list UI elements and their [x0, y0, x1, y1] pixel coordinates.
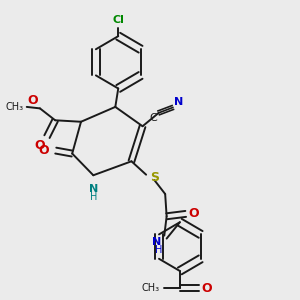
Text: CH₃: CH₃ — [5, 102, 23, 112]
Text: O: O — [188, 207, 199, 220]
Text: O: O — [28, 94, 38, 107]
Text: N: N — [89, 184, 98, 194]
Text: N: N — [174, 97, 183, 106]
Text: CH₃: CH₃ — [142, 283, 160, 293]
Text: H: H — [154, 244, 162, 254]
Text: N: N — [152, 237, 161, 247]
Text: Cl: Cl — [112, 15, 124, 25]
Text: H: H — [90, 192, 97, 202]
Text: C: C — [149, 113, 157, 123]
Text: O: O — [201, 282, 212, 295]
Text: O: O — [39, 144, 49, 157]
Text: S: S — [151, 171, 160, 184]
Text: O: O — [34, 139, 45, 152]
